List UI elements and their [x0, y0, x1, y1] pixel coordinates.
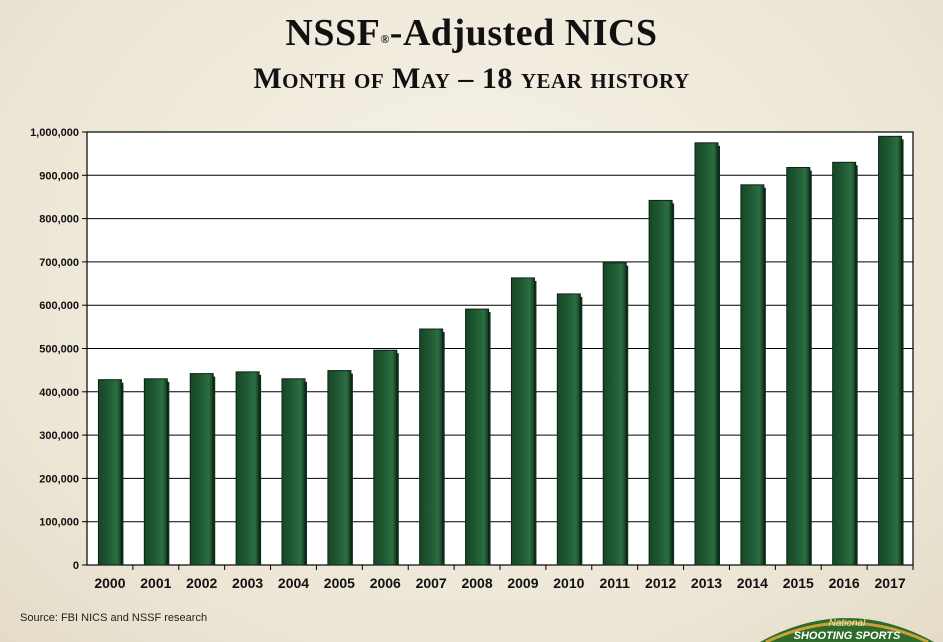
bar	[143, 378, 168, 566]
registered-mark: ®	[380, 32, 390, 46]
bar	[510, 277, 535, 566]
title-main: NSSF	[285, 12, 381, 54]
x-tick-label: 2005	[324, 575, 355, 591]
bar	[189, 373, 214, 566]
x-tick-label: 2002	[186, 575, 217, 591]
x-tick-label: 2004	[278, 575, 309, 591]
x-tick-label: 2007	[416, 575, 447, 591]
logo-arc-icon	[760, 618, 934, 642]
logo-gold-stripe-icon	[765, 621, 929, 642]
x-tick-label: 2008	[461, 575, 492, 591]
bar	[327, 370, 352, 566]
y-tick-label: 100,000	[39, 517, 79, 529]
y-tick-label: 500,000	[39, 344, 79, 356]
y-tick-label: 800,000	[39, 214, 79, 226]
source-note: Source: FBI NICS and NSSF research	[20, 612, 208, 624]
x-tick-label: 2015	[783, 575, 814, 591]
x-tick-label: 2000	[94, 575, 125, 591]
y-tick-label: 400,000	[39, 387, 79, 399]
bar	[740, 184, 765, 566]
chart-title: NSSF®-Adjusted NICS	[0, 10, 943, 56]
x-tick-label: 2016	[829, 575, 860, 591]
bar	[878, 135, 903, 566]
bar	[694, 142, 719, 566]
x-tick-label: 2012	[645, 575, 676, 591]
x-tick-label: 2017	[874, 575, 905, 591]
bar	[602, 262, 627, 566]
y-tick-label: 1,000,000	[30, 127, 79, 139]
logo-line1: National	[829, 618, 866, 629]
x-tick-label: 2010	[553, 575, 584, 591]
x-tick-label: 2011	[600, 575, 631, 591]
x-tick-label: 2006	[370, 575, 401, 591]
bar	[556, 293, 581, 566]
title-rest: -Adjusted NICS	[389, 12, 658, 54]
y-tick-label: 300,000	[39, 430, 79, 442]
x-tick-label: 2003	[232, 575, 263, 591]
x-tick-label: 2013	[691, 575, 722, 591]
logo-line2: SHOOTING SPORTS	[794, 630, 901, 642]
nssf-logo: National SHOOTING SPORTS	[760, 618, 934, 642]
x-tick-label: 2009	[507, 575, 538, 591]
chart-subtitle: Month of May – 18 year history	[253, 62, 690, 95]
y-tick-label: 0	[73, 560, 79, 572]
bar	[832, 161, 857, 566]
y-tick-label: 600,000	[39, 300, 79, 312]
x-tick-label: 2001	[140, 575, 171, 591]
y-tick-label: 700,000	[39, 257, 79, 269]
bar	[786, 167, 811, 566]
y-tick-label: 900,000	[39, 170, 79, 182]
bar	[465, 308, 490, 566]
y-tick-label: 200,000	[39, 473, 79, 485]
bar	[419, 328, 444, 566]
bar	[281, 378, 306, 566]
bar	[648, 199, 673, 566]
bar	[373, 349, 398, 566]
x-tick-label: 2014	[737, 575, 768, 591]
bar	[235, 371, 260, 566]
bar	[97, 379, 122, 566]
